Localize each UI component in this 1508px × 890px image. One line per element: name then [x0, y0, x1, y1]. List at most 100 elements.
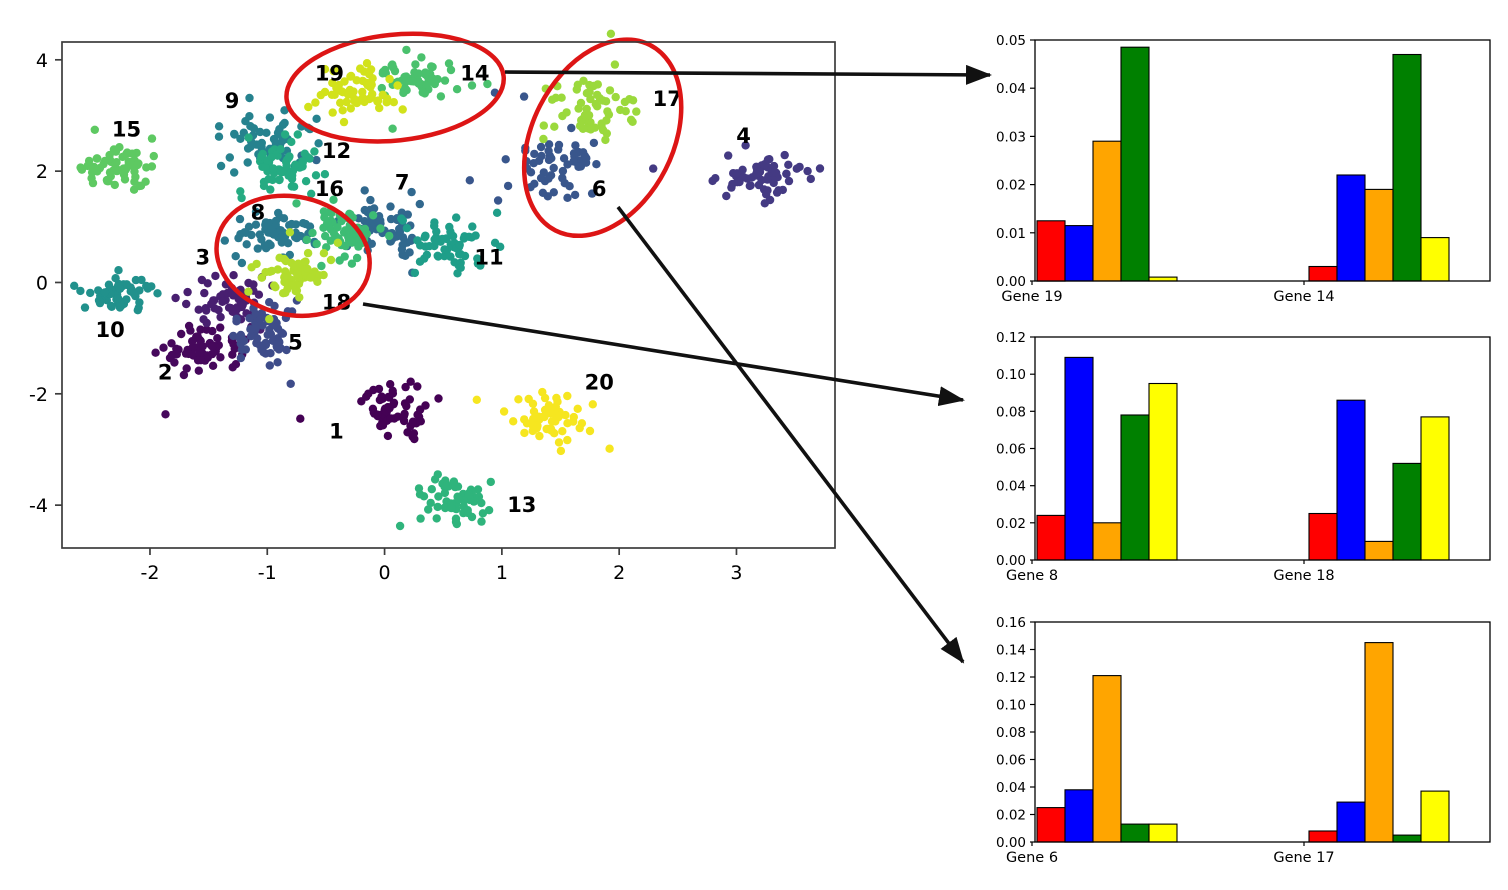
- data-point: [366, 195, 375, 205]
- data-point: [257, 151, 266, 161]
- data-point: [320, 65, 330, 74]
- data-point: [261, 340, 271, 350]
- data-point: [230, 129, 239, 139]
- data-point: [110, 180, 120, 190]
- data-point: [198, 342, 207, 351]
- data-point: [135, 298, 144, 307]
- data-point: [586, 94, 595, 104]
- data-point: [265, 113, 275, 122]
- cluster-17-label: 17: [653, 87, 682, 111]
- y-tick-label: 0.01: [996, 226, 1026, 242]
- data-point: [440, 488, 450, 498]
- data-point: [455, 240, 464, 250]
- data-point: [301, 177, 311, 186]
- x-category-label: Gene 17: [1273, 850, 1334, 866]
- data-point: [329, 195, 338, 204]
- data-point: [438, 234, 447, 244]
- y-tick-label: 0.02: [996, 808, 1026, 824]
- data-point: [417, 53, 426, 62]
- data-point: [493, 196, 503, 205]
- data-point: [251, 207, 261, 216]
- bar-gene-18-green: [1392, 462, 1422, 561]
- cluster-8-label: 8: [251, 200, 266, 224]
- data-point: [93, 167, 102, 176]
- data-point: [126, 158, 135, 167]
- data-point: [444, 59, 454, 68]
- data-point: [236, 353, 246, 363]
- data-point: [755, 167, 765, 177]
- data-point: [378, 67, 388, 77]
- data-point: [94, 296, 104, 305]
- data-point: [174, 345, 183, 354]
- data-point: [207, 299, 216, 309]
- data-point: [294, 279, 304, 288]
- cluster-18-points: [244, 228, 343, 324]
- data-point: [735, 177, 744, 187]
- cluster-20-label: 20: [585, 371, 614, 395]
- x-category-label: Gene 19: [1001, 289, 1062, 305]
- data-point: [105, 150, 114, 160]
- data-point: [563, 193, 572, 202]
- data-point: [433, 502, 442, 512]
- data-point: [296, 414, 305, 423]
- bar-gene-17-green: [1392, 834, 1422, 843]
- data-point: [317, 261, 326, 271]
- data-point: [183, 287, 192, 297]
- data-point: [377, 392, 386, 401]
- data-point: [539, 121, 548, 130]
- data-point: [230, 168, 239, 177]
- data-point: [436, 92, 446, 101]
- data-point: [496, 242, 505, 251]
- data-point: [244, 278, 253, 288]
- data-point: [237, 258, 247, 268]
- data-point: [197, 275, 207, 285]
- y-tick-label: 0.00: [996, 553, 1026, 569]
- data-point: [276, 167, 286, 176]
- data-point: [558, 427, 567, 436]
- highlight-ellipse-clusters-17-6: [521, 37, 684, 239]
- data-point: [556, 446, 566, 456]
- data-point: [741, 141, 750, 150]
- data-point: [236, 187, 245, 196]
- data-point: [483, 79, 492, 89]
- bar-gene-18-orange: [1364, 540, 1394, 561]
- data-point: [279, 214, 289, 223]
- y-tick-label: 0.04: [996, 479, 1026, 495]
- data-point: [559, 154, 569, 163]
- data-point: [216, 161, 226, 171]
- data-point: [269, 134, 279, 144]
- data-point: [468, 222, 477, 231]
- data-point: [232, 314, 241, 323]
- data-point: [397, 245, 407, 254]
- data-point: [763, 175, 772, 184]
- data-point: [70, 281, 79, 290]
- data-point: [307, 189, 316, 198]
- data-point: [465, 176, 474, 185]
- data-point: [216, 353, 225, 362]
- data-point: [251, 220, 261, 229]
- data-point: [229, 331, 238, 341]
- bar-chart-gene8-gene18: Gene 8 Gene 18 0.00 0.02 0.04 0.06 0.08 0.10 0.1…: [996, 330, 1491, 584]
- data-point: [216, 323, 225, 332]
- data-point: [267, 153, 276, 162]
- data-point: [558, 166, 568, 176]
- data-point: [601, 97, 611, 106]
- data-point: [261, 162, 270, 172]
- data-point: [287, 174, 297, 184]
- data-point: [746, 181, 755, 190]
- data-point: [467, 81, 477, 90]
- data-point: [472, 395, 481, 404]
- x-tick-label: 1: [496, 562, 508, 584]
- data-point: [520, 428, 529, 438]
- data-point: [398, 105, 407, 114]
- data-point: [374, 96, 383, 105]
- data-point: [285, 221, 294, 230]
- data-point: [434, 394, 443, 403]
- data-point: [585, 87, 594, 97]
- data-point: [546, 424, 556, 434]
- y-tick-label: 0.12: [996, 670, 1026, 686]
- y-tick-label: 0.14: [996, 643, 1026, 659]
- data-point: [84, 156, 94, 166]
- data-point: [99, 159, 108, 169]
- data-point: [276, 145, 285, 154]
